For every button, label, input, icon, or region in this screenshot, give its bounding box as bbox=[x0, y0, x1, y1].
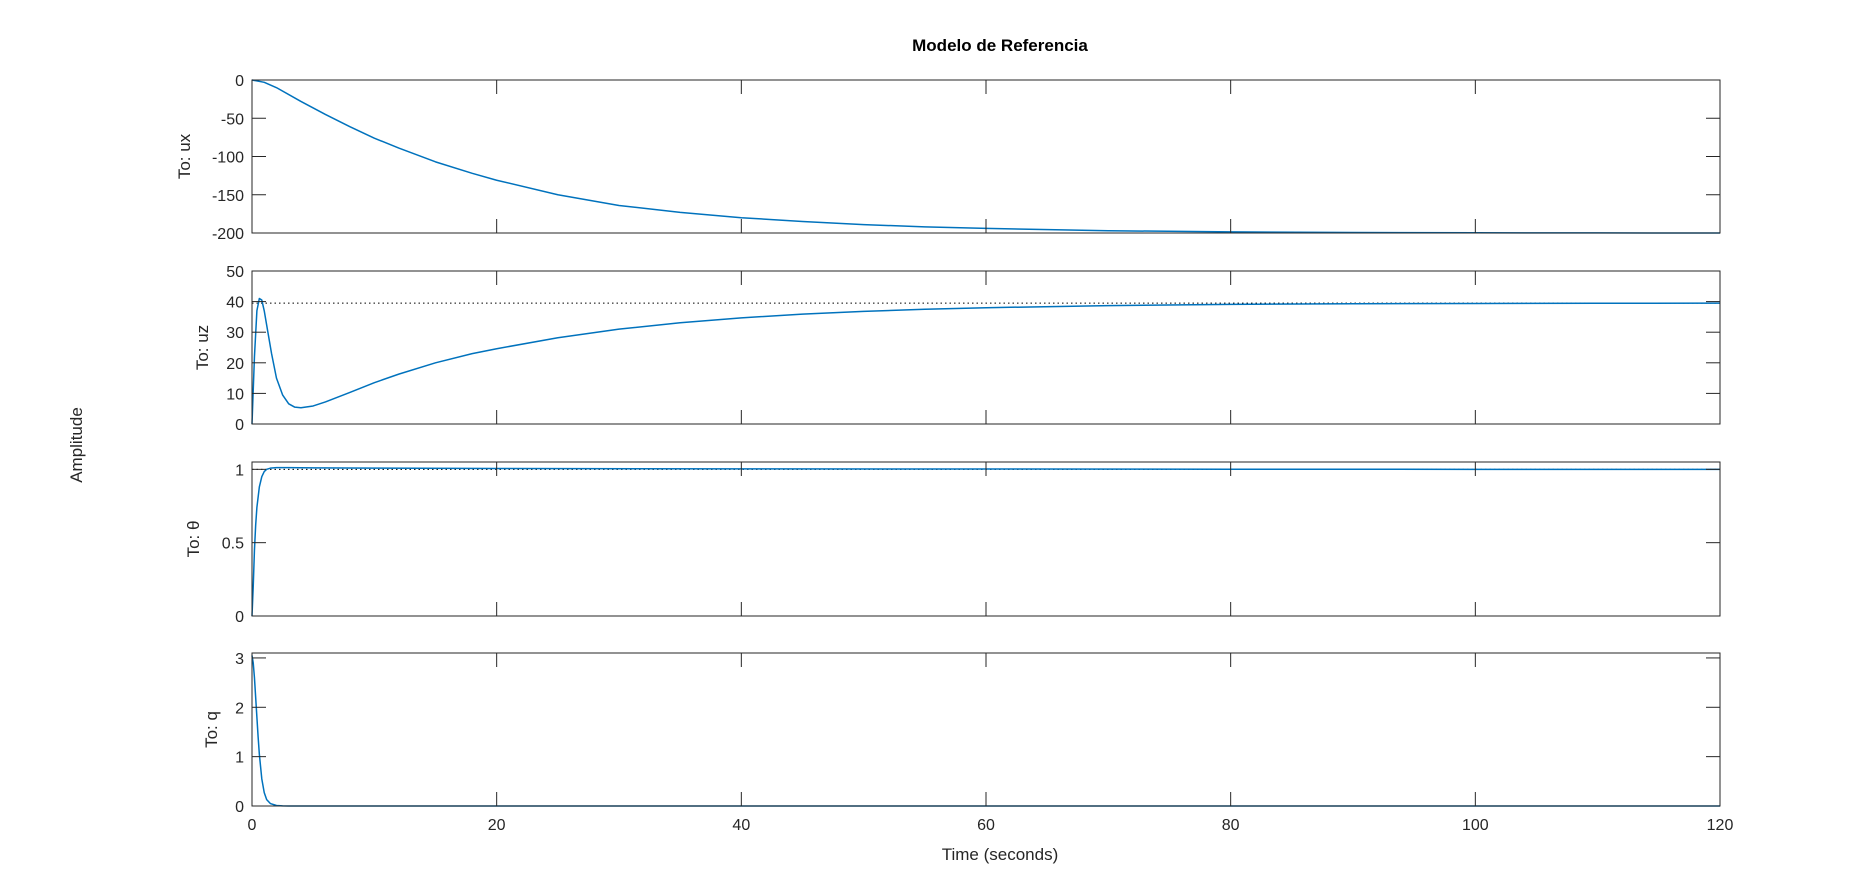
axes-box bbox=[251, 270, 1721, 425]
y-tick-label: 1 bbox=[235, 462, 244, 479]
subplot-2: 0 0.5 1 To: θ bbox=[184, 461, 1721, 626]
response-line bbox=[251, 466, 1720, 617]
axes-box bbox=[251, 652, 1721, 807]
x-tick-label: 40 bbox=[732, 817, 750, 834]
y-tick-label: 0.5 bbox=[222, 536, 244, 553]
axes-box bbox=[251, 461, 1721, 617]
y-tick-label: 1 bbox=[235, 750, 244, 767]
chart-title: Modelo de Referencia bbox=[912, 36, 1088, 55]
x-tick-label: 0 bbox=[248, 817, 257, 834]
y-tick-label: -200 bbox=[212, 226, 244, 243]
subplot-ylabel: To: θ bbox=[184, 521, 203, 558]
y-tick-label: 0 bbox=[235, 417, 244, 434]
y-tick-label: 20 bbox=[226, 356, 244, 373]
subplot-1: 0 10 20 30 40 50 To: uz bbox=[193, 264, 1721, 434]
x-tick-label: 100 bbox=[1462, 817, 1489, 834]
subplot-ylabel: To: ux bbox=[175, 133, 194, 179]
subplot-ylabel: To: uz bbox=[193, 325, 212, 370]
y-tick-label: 10 bbox=[226, 386, 244, 403]
y-tick-label: -100 bbox=[212, 150, 244, 167]
x-axis-title: Time (seconds) bbox=[942, 845, 1059, 864]
x-tick-label: 120 bbox=[1707, 817, 1734, 834]
y-tick-label: -150 bbox=[212, 188, 244, 205]
response-line bbox=[251, 655, 1720, 807]
axes-box bbox=[251, 79, 1721, 234]
y-tick-label: 0 bbox=[235, 799, 244, 816]
y-tick-label: 0 bbox=[235, 609, 244, 626]
response-line bbox=[251, 297, 1721, 425]
subplot-ylabel: To: q bbox=[202, 711, 221, 748]
subplot-0: -200 -150 -100 -50 0 To: ux bbox=[175, 73, 1721, 243]
subplot-3: 0 1 2 3 To: q 0 20 40 60 80 100 120 bbox=[202, 651, 1733, 834]
response-line bbox=[251, 79, 1721, 234]
x-tick-label: 20 bbox=[488, 817, 506, 834]
y-tick-label: 30 bbox=[226, 325, 244, 342]
x-tick-label: 80 bbox=[1222, 817, 1240, 834]
y-tick-label: 0 bbox=[235, 73, 244, 90]
y-tick-label: 3 bbox=[235, 651, 244, 668]
y-tick-label: 2 bbox=[235, 700, 244, 717]
y-tick-label: 40 bbox=[226, 295, 244, 312]
y-axis-title: Amplitude bbox=[67, 407, 86, 483]
x-tick-label: 60 bbox=[977, 817, 995, 834]
y-tick-label: -50 bbox=[221, 111, 244, 128]
y-tick-label: 50 bbox=[226, 264, 244, 281]
